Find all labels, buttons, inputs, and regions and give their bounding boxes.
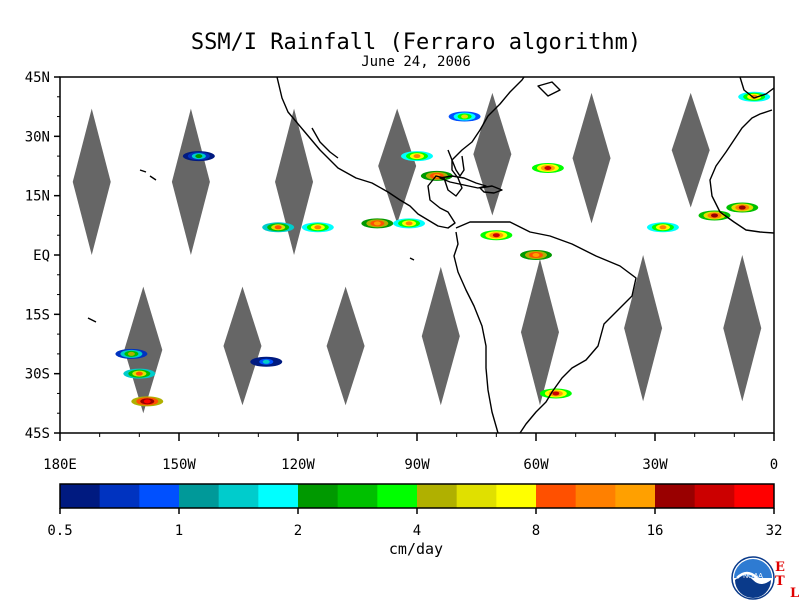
- y-tick-label-1: 30N: [25, 129, 50, 145]
- rain-cluster-18: [250, 356, 283, 367]
- y-tick-label-6: 45S: [25, 426, 50, 442]
- coastline-hispaniola: [479, 185, 503, 194]
- rain-cluster-10: [480, 230, 513, 241]
- no-data-gap-13: [723, 255, 762, 402]
- no-data-gap-1: [171, 108, 210, 256]
- colorbar-swatch-10: [456, 484, 497, 508]
- x-tick-label-5: 30W: [642, 457, 668, 473]
- rain-cluster-3: [262, 222, 295, 233]
- rain-cluster-16: [539, 388, 572, 399]
- colorbar-tick-label-0: 0.5: [47, 523, 72, 539]
- rain-cluster-11: [520, 250, 552, 260]
- etl-logo: E T L: [775, 560, 800, 601]
- no-data-gap-7: [124, 286, 163, 414]
- no-data-gap-11: [520, 258, 559, 406]
- colorbar-units: cm/day: [388, 540, 444, 558]
- coastline-africa: [709, 77, 774, 234]
- no-data-gap-8: [223, 286, 262, 406]
- colorbar-tick-label-4: 8: [532, 523, 540, 539]
- chart-title: SSM/I Rainfall (Ferraro algorithm): [190, 30, 642, 55]
- coastline-newfoundland: [537, 81, 561, 97]
- colorbar-swatch-12: [536, 484, 577, 508]
- colorbar-swatch-9: [417, 484, 458, 508]
- colorbar-swatch-17: [734, 484, 775, 508]
- no-data-gap-3: [378, 108, 417, 224]
- colorbar-swatch-1: [99, 484, 140, 508]
- map-background: [60, 77, 774, 433]
- colorbar-ticks: 0.5 1 2 4 8 16 32: [47, 508, 782, 539]
- rain-cluster-2: [115, 348, 148, 359]
- y-tick-label-3: EQ: [33, 248, 50, 264]
- colorbar-swatch-13: [575, 484, 616, 508]
- coastline-florida: [447, 149, 465, 177]
- colorbar-tick-label-6: 32: [766, 523, 783, 539]
- rain-cluster-19: [182, 151, 215, 162]
- rain-clusters: [115, 91, 771, 407]
- x-axis: 180E 150W 120W 90W 60W 30W 0: [43, 433, 778, 473]
- coastlines: [87, 77, 774, 433]
- etl-letter-e: E: [775, 560, 785, 575]
- rain-cluster-9: [448, 111, 481, 122]
- colorbar-tick-label-3: 4: [413, 523, 421, 539]
- colorbar-swatch-11: [496, 484, 537, 508]
- colorbar-swatch-14: [615, 484, 656, 508]
- etl-letter-t: T: [775, 574, 785, 589]
- y-tick-label-5: 30S: [25, 367, 50, 383]
- colorbar: [60, 484, 775, 508]
- no-data-gap-10: [421, 266, 460, 406]
- colorbar-swatch-15: [655, 484, 696, 508]
- coastline-new-zealand: [87, 317, 97, 323]
- no-data-gap-2: [275, 108, 314, 256]
- colorbar-tick-label-5: 16: [647, 523, 664, 539]
- x-tick-label-2: 120W: [281, 457, 315, 473]
- rain-cluster-12: [531, 162, 564, 173]
- colorbar-swatch-4: [218, 484, 259, 508]
- coastline-cuba: [439, 175, 487, 189]
- y-tick-label-0: 45N: [25, 70, 50, 86]
- x-tick-label-4: 60W: [523, 457, 549, 473]
- coastline-baja-california: [311, 127, 339, 159]
- coastline-north-america: [276, 77, 525, 229]
- colorbar-swatch-8: [377, 484, 418, 508]
- rain-cluster-4: [301, 222, 334, 233]
- y-tick-label-4: 15S: [25, 307, 50, 323]
- no-data-gap-6: [671, 92, 710, 208]
- coastline-galapagos: [409, 257, 415, 261]
- x-tick-label-0: 180E: [43, 457, 77, 473]
- noaa-logo: NOAA: [731, 556, 775, 600]
- colorbar-swatch-0: [60, 484, 101, 508]
- colorbar-swatch-6: [298, 484, 339, 508]
- chart-subtitle: June 24, 2006: [361, 54, 471, 70]
- logo-text: NOAA: [743, 573, 763, 580]
- coastline-hawaii: [139, 169, 157, 181]
- colorbar-tick-label-2: 2: [294, 523, 302, 539]
- y-axis: 45N 30N 15N EQ 15S 30S 45S: [25, 70, 60, 442]
- colorbar-swatch-3: [179, 484, 220, 508]
- coastline-south-america: [453, 221, 637, 433]
- x-tick-label-3: 90W: [404, 457, 430, 473]
- x-tick-label-6: 0: [770, 457, 778, 473]
- y-tick-label-2: 15N: [25, 189, 50, 205]
- rain-cluster-1: [131, 396, 164, 407]
- colorbar-tick-label-1: 1: [175, 523, 183, 539]
- no-data-gap-0: [72, 108, 111, 256]
- rain-cluster-0: [123, 368, 156, 379]
- rain-cluster-13: [646, 222, 679, 233]
- x-tick-label-1: 150W: [162, 457, 196, 473]
- rain-cluster-6: [393, 218, 426, 229]
- colorbar-swatch-7: [337, 484, 378, 508]
- rain-cluster-17: [738, 91, 771, 102]
- colorbar-swatch-2: [139, 484, 180, 508]
- colorbar-swatch-16: [694, 484, 735, 508]
- rain-cluster-15: [726, 202, 759, 213]
- no-data-gap-9: [326, 286, 365, 406]
- no-data-gap-5: [572, 92, 611, 224]
- colorbar-swatch-5: [258, 484, 299, 508]
- rain-cluster-8: [401, 151, 433, 162]
- rain-cluster-5: [361, 218, 394, 229]
- etl-letter-l: L: [790, 586, 800, 601]
- no-data-swath-gaps: [72, 92, 762, 414]
